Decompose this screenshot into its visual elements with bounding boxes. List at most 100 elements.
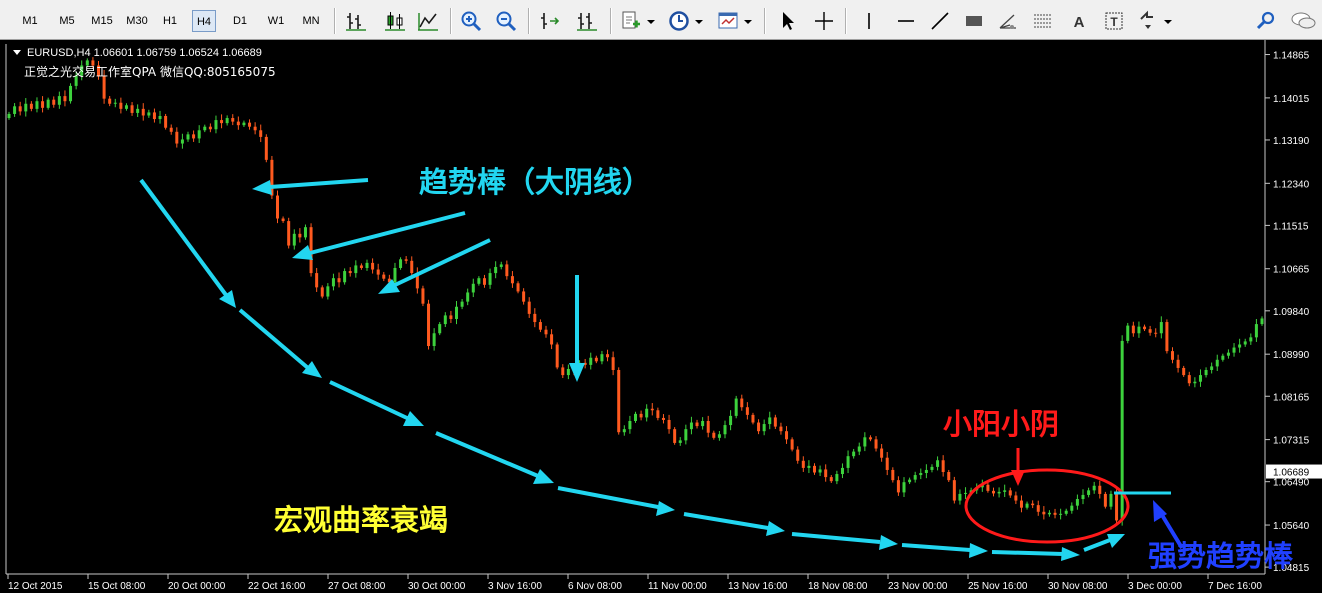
gann-icon[interactable] bbox=[996, 9, 1020, 33]
bear-candle bbox=[667, 419, 671, 430]
chat-icon[interactable] bbox=[1288, 9, 1318, 33]
candlestick-chart-icon[interactable] bbox=[383, 9, 407, 33]
zoom-out-icon[interactable] bbox=[494, 9, 518, 33]
timeframe-m15[interactable]: M15 bbox=[91, 15, 113, 27]
text-label-icon[interactable]: T bbox=[1102, 9, 1126, 33]
bull-candle bbox=[1081, 494, 1085, 500]
bull-candle bbox=[136, 108, 140, 113]
bear-candle bbox=[449, 315, 453, 319]
bull-candle bbox=[74, 75, 78, 86]
bull-candle bbox=[197, 130, 201, 139]
bear-candle bbox=[315, 273, 319, 288]
bull-candle bbox=[729, 415, 733, 426]
bear-candle bbox=[337, 278, 341, 283]
toolbar-separator bbox=[528, 8, 530, 34]
bull-candle bbox=[913, 475, 917, 480]
trendline-icon[interactable] bbox=[928, 9, 952, 33]
auto-scroll-icon[interactable] bbox=[575, 9, 599, 33]
chevron-down-icon[interactable] bbox=[741, 9, 755, 33]
bull-candle bbox=[35, 101, 39, 109]
bear-candle bbox=[992, 490, 995, 494]
templates-icon[interactable] bbox=[716, 9, 740, 33]
bear-candle bbox=[264, 136, 268, 160]
timeframe-m5[interactable]: M5 bbox=[59, 15, 75, 27]
crosshair-icon[interactable] bbox=[812, 9, 836, 33]
bull-candle bbox=[1159, 322, 1163, 334]
bull-candle bbox=[365, 262, 369, 268]
timeframe-d1[interactable]: D1 bbox=[232, 15, 248, 27]
bear-candle bbox=[253, 126, 257, 131]
text-icon[interactable]: A bbox=[1067, 9, 1091, 33]
bull-candle bbox=[717, 434, 721, 438]
bull-candle bbox=[723, 425, 727, 435]
timeframe-w1[interactable]: W1 bbox=[267, 15, 285, 27]
fibonacci-icon[interactable] bbox=[1031, 9, 1055, 33]
horizontal-line-icon[interactable] bbox=[894, 9, 918, 33]
bear-candle bbox=[1171, 351, 1174, 360]
search-icon[interactable] bbox=[1254, 9, 1278, 33]
bull-candle bbox=[69, 85, 73, 102]
bull-candle bbox=[477, 278, 481, 284]
bull-candle bbox=[1198, 375, 1202, 382]
bear-candle bbox=[661, 417, 665, 420]
bear-candle bbox=[1182, 367, 1186, 376]
bear-candle bbox=[1008, 490, 1012, 496]
bull-candle bbox=[1059, 513, 1063, 515]
bear-candle bbox=[673, 429, 677, 443]
chart-subheader: 正觉之光交易工作室QPA 微信QQ:805165075 bbox=[24, 64, 276, 79]
timeframe-m1[interactable]: M1 bbox=[22, 15, 38, 27]
bull-candle bbox=[958, 493, 962, 501]
toolbar-separator bbox=[764, 8, 766, 34]
bull-candle bbox=[57, 96, 61, 105]
timeframe-mn[interactable]: MN bbox=[302, 15, 320, 27]
bear-candle bbox=[712, 432, 716, 438]
chevron-down-icon[interactable] bbox=[1161, 9, 1175, 33]
bear-candle bbox=[1098, 485, 1102, 494]
zoom-in-icon[interactable] bbox=[459, 9, 483, 33]
bear-candle bbox=[650, 408, 654, 411]
collapse-icon[interactable] bbox=[13, 50, 21, 55]
bear-candle bbox=[18, 106, 22, 112]
bull-candle bbox=[1075, 499, 1079, 506]
bar-chart-icon[interactable] bbox=[344, 9, 368, 33]
bear-candle bbox=[527, 301, 531, 314]
arrows-icon[interactable] bbox=[1136, 9, 1160, 33]
strong-trend-bar-label: 强势趋势棒 bbox=[1148, 539, 1294, 573]
bear-candle bbox=[175, 131, 179, 144]
bear-candle bbox=[533, 313, 537, 323]
bull-candle bbox=[460, 301, 464, 307]
bull-candle bbox=[1092, 485, 1096, 491]
bull-candle bbox=[1047, 512, 1051, 515]
bull-candle bbox=[684, 429, 688, 441]
bear-candle bbox=[119, 102, 123, 109]
timeframe-h4[interactable]: H4 bbox=[192, 10, 216, 32]
chart-shift-icon[interactable] bbox=[538, 9, 562, 33]
clock-icon[interactable] bbox=[667, 9, 691, 33]
bull-candle bbox=[863, 437, 867, 447]
bear-candle bbox=[208, 126, 212, 130]
line-chart-icon[interactable] bbox=[416, 9, 440, 33]
bull-candle bbox=[818, 469, 822, 473]
current-price-label: 1.06689 bbox=[1273, 468, 1310, 479]
bull-candle bbox=[846, 456, 850, 468]
indicators-icon[interactable] bbox=[619, 9, 643, 33]
bear-candle bbox=[611, 357, 615, 370]
timeframe-m30[interactable]: M30 bbox=[126, 15, 148, 27]
vertical-line-icon[interactable] bbox=[857, 9, 881, 33]
bear-candle bbox=[1176, 359, 1180, 368]
timeframe-h1[interactable]: H1 bbox=[162, 15, 178, 27]
bull-candle bbox=[1003, 490, 1007, 492]
bear-candle bbox=[91, 60, 95, 66]
bear-candle bbox=[757, 422, 761, 432]
price-tick-label: 1.06490 bbox=[1273, 478, 1310, 489]
chevron-down-icon[interactable] bbox=[644, 9, 658, 33]
bull-candle bbox=[762, 424, 766, 432]
bear-candle bbox=[606, 354, 610, 358]
bull-candle bbox=[326, 286, 330, 297]
rectangle-icon[interactable] bbox=[962, 9, 986, 33]
chevron-down-icon[interactable] bbox=[692, 9, 706, 33]
price-chart[interactable]: 1.14865 1.14015 1.13190 1.12340 1.11515 1.106… bbox=[0, 40, 1322, 593]
bull-candle bbox=[919, 473, 923, 476]
bear-candle bbox=[896, 480, 900, 493]
cursor-icon[interactable] bbox=[776, 9, 800, 33]
